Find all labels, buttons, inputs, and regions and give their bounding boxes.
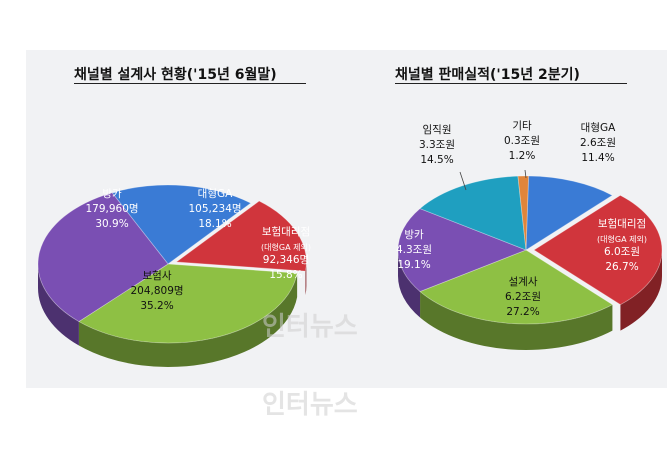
left-pie-chart: 대형GA 105,234명 18.1% 보험대리점 (대형GA 제외) 92,346명 15…: [37, 184, 311, 367]
slice-pct-label-label: 1.2%: [509, 150, 536, 162]
slice-value-label-label: 0.3조원: [504, 135, 540, 147]
right-pie-body: [397, 175, 663, 350]
slice-value-label-label: 92,346명: [263, 254, 309, 266]
slice-name-label: 보험대리점: [598, 218, 646, 230]
right-pie-chart: 대형GA 2.6조원 11.4% 보험대리점 (대형GA 제외) 6.0조원 26.7% 설계…: [396, 120, 663, 350]
pie-side-1: [620, 249, 662, 331]
slice-value-label-label: 6.2조원: [505, 291, 541, 303]
pie-slice-2: [78, 263, 298, 344]
slice-name-label: 임직원: [423, 123, 452, 136]
slice-pct-label-label: 19.1%: [397, 259, 430, 271]
left-title-underline: [74, 83, 306, 84]
slice-value-label-label: 179,960명: [85, 203, 138, 215]
watermark-upper: 인터뉴스: [262, 312, 358, 342]
pie-slice-5: [517, 175, 529, 251]
leader-line: [459, 171, 467, 191]
pie-slice-3: [397, 208, 528, 292]
right-title-underline: [395, 83, 627, 84]
slice-pct-label-label: 14.5%: [420, 154, 453, 166]
slice-note-label: (대형GA 제외): [597, 234, 647, 244]
slice-name-label: 대형GA: [198, 188, 233, 200]
leader-line: [524, 169, 527, 179]
pie-slice-0: [525, 175, 614, 251]
slice-pct-label-label: 35.2%: [140, 300, 173, 312]
slice-value-label-label: 2.6조원: [580, 137, 616, 149]
slice-pct-label-label: 11.4%: [581, 152, 614, 164]
slice-value-label-label: 6.0조원: [604, 246, 640, 258]
pie-slice-4: [419, 175, 527, 251]
pie-slice-0: [111, 184, 252, 265]
slice-pct-label-label: 15.8%: [269, 269, 302, 281]
slice-name-label: 대형GA: [581, 122, 616, 134]
watermark-lower: 인터뉴스: [262, 390, 358, 420]
slice-value-label-label: 3.3조원: [419, 139, 455, 151]
pie-slice-2: [419, 249, 614, 325]
slice-name-label: 방카: [102, 188, 122, 200]
pie-side-3: [398, 250, 421, 318]
pie-slice-1: [533, 194, 663, 306]
slice-value-label-label: 204,809명: [130, 285, 183, 297]
pie-side-2: [420, 291, 613, 350]
left-pie-body: [37, 184, 307, 367]
pie-side-1: [305, 261, 307, 296]
slice-name-label: 방카: [404, 229, 424, 241]
slice-name-label: 설계사: [509, 276, 538, 288]
slice-pct-label-label: 27.2%: [506, 306, 539, 318]
slice-name-label: 보험사: [143, 270, 172, 282]
slice-name-label: 보험대리점: [262, 226, 310, 238]
slice-value-label-label: 105,234명: [188, 203, 241, 215]
pie-side-2: [78, 273, 298, 367]
pie-slice-1: [175, 200, 307, 272]
slice-pct-label-label: 18.1%: [198, 218, 231, 230]
left-chart-title: 채널별 설계사 현황('15년 6월말): [74, 67, 277, 83]
pie-side-3: [38, 264, 79, 346]
slice-name-label: 기타: [512, 120, 532, 132]
right-chart-title: 채널별 판매실적('15년 2분기): [395, 67, 580, 83]
slice-note-label: (대형GA 제외): [261, 242, 311, 252]
slice-value-label-label: 4.3조원: [396, 244, 432, 256]
pie-slice-3: [37, 192, 169, 323]
slice-pct-label-label: 30.9%: [95, 218, 128, 230]
slice-pct-label-label: 26.7%: [605, 261, 638, 273]
